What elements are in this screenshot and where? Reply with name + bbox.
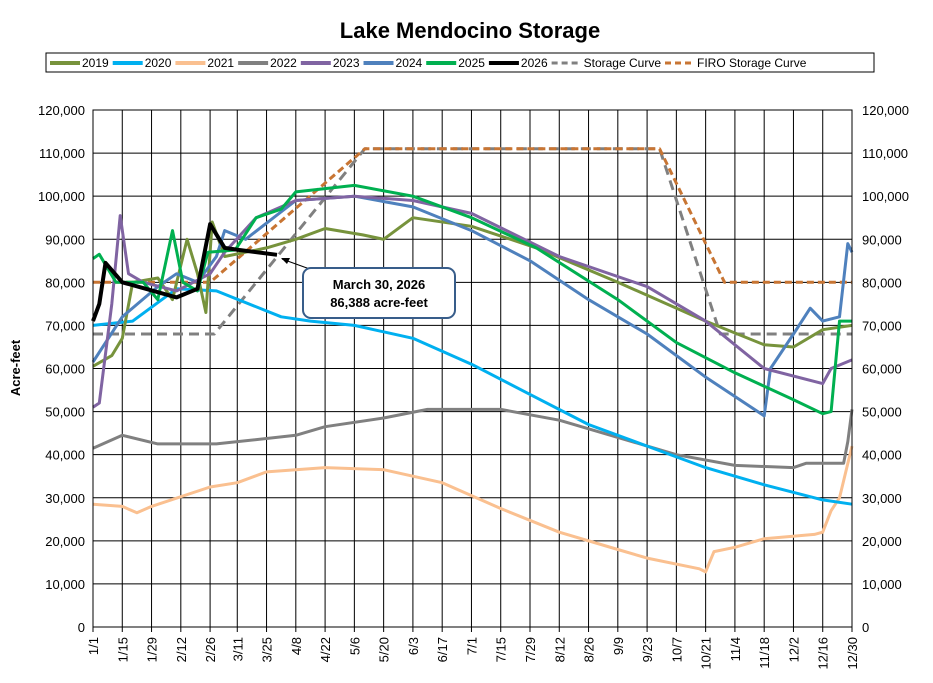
x-tick-label: 7/1 [464,637,479,655]
y-tick-label-right: 90,000 [862,232,902,247]
y-tick-label-left: 100,000 [38,189,85,204]
x-tick-label: 11/4 [728,637,743,661]
y-tick-label-right: 60,000 [862,362,902,377]
annotation-value: 86,388 acre-feet [330,295,428,310]
y-tick-label-left: 70,000 [45,318,85,333]
legend-label: 2021 [207,56,234,70]
y-tick-label-left: 40,000 [45,448,85,463]
y-tick-label-left: 120,000 [38,103,85,118]
y-tick-label-left: 20,000 [45,534,85,549]
legend-label: 2026 [521,56,548,70]
y-tick-label-right: 100,000 [862,189,909,204]
y-tick-label-left: 10,000 [45,577,85,592]
x-tick-label: 8/26 [582,637,597,662]
series-lines [91,147,854,574]
x-tick-label: 5/6 [347,637,362,655]
y-tick-label-left: 60,000 [45,362,85,377]
legend-label: 2025 [458,56,485,70]
x-tick-label: 2/26 [203,637,218,662]
legend-label: Storage Curve [584,56,662,70]
annotation-box [302,267,456,319]
series-line-2022 [92,407,854,470]
x-tick-label: 5/20 [377,637,392,662]
x-tick-label: 1/29 [145,637,160,662]
x-tick-label: 12/16 [816,637,831,670]
legend-label: 2024 [396,56,423,70]
series-line-2025 [92,183,852,416]
y-tick-label-left: 50,000 [45,405,85,420]
legend-label: FIRO Storage Curve [697,56,807,70]
x-tick-label: 10/21 [699,637,714,670]
legend-box [45,52,875,73]
gridlines [92,109,853,632]
x-tick-label: 8/12 [552,637,567,662]
y-axis-label: Acre-feet [8,339,23,396]
legend-label: 2022 [270,56,297,70]
x-tick-label: 9/23 [640,637,655,662]
y-tick-label-right: 0 [862,620,869,635]
x-tick-label: 3/11 [230,637,245,661]
y-tick-label-left: 90,000 [45,232,85,247]
x-tick-label: 4/22 [318,637,333,662]
y-tick-label-right: 30,000 [862,491,902,506]
y-tick-label-left: 110,000 [39,146,85,161]
y-tick-label-right: 110,000 [862,146,908,161]
legend-label: 2023 [333,56,360,70]
x-tick-label: 7/29 [523,637,538,662]
series-line-storage-curve [93,147,852,336]
x-tick-label: 3/25 [260,637,275,662]
x-tick-label: 1/1 [86,637,101,655]
x-tick-label: 4/8 [289,637,304,655]
annotation-arrowhead [281,258,290,264]
x-tick-label: 2/12 [174,637,189,662]
x-tick-label: 7/15 [494,637,509,662]
y-tick-label-left: 80,000 [45,275,85,290]
legend-label: 2020 [145,56,172,70]
legend-label: 2019 [82,56,109,70]
axes: 0 0 10,000 10,000 20,000 20,000 30,000 30,000 40… [38,103,909,670]
series-line-2020 [92,287,853,506]
x-tick-label: 12/2 [786,637,801,662]
y-tick-label-right: 70,000 [862,318,902,333]
legend: 2019 2020 2021 2022 2023 2024 2025 2026 Storage … [50,56,807,70]
y-tick-label-right: 80,000 [862,275,902,290]
x-tick-label: 1/15 [115,637,130,662]
y-tick-label-right: 40,000 [862,448,902,463]
y-tick-label-right: 20,000 [862,534,902,549]
x-tick-label: 6/17 [435,637,450,662]
series-line-2023 [92,194,853,409]
x-tick-label: 6/3 [406,637,421,655]
x-tick-label: 10/7 [669,637,684,662]
plot-border [92,109,853,628]
annotation-date: March 30, 2026 [333,277,426,292]
series-line-firo-storage-curve [93,147,852,284]
x-tick-label: 11/18 [757,637,772,669]
x-tick-label: 9/9 [611,637,626,655]
x-tick-label: 12/30 [845,637,860,670]
series-line-2026 [91,222,278,322]
series-line-2021 [92,445,854,574]
y-tick-label-right: 120,000 [862,103,909,118]
y-tick-label-left: 30,000 [45,491,85,506]
y-tick-label-right: 10,000 [862,577,902,592]
y-tick-label-left: 0 [78,620,85,635]
y-tick-label-right: 50,000 [862,405,902,420]
chart-title: Lake Mendocino Storage [340,18,600,43]
